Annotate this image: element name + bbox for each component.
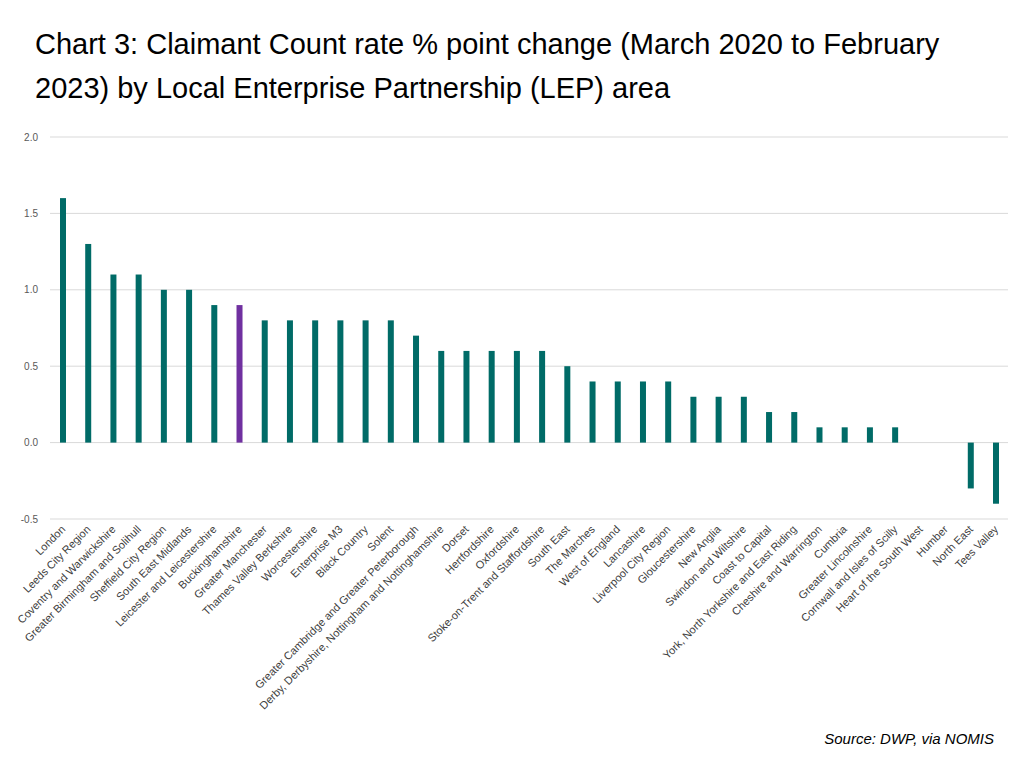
bar: [615, 381, 621, 442]
x-tick-label: Greater Cambridge and Greater Peterborou…: [252, 523, 420, 691]
x-tick-label: Stoke-on-Trent and Staffordshire: [425, 523, 546, 644]
bar: [337, 320, 343, 442]
bar: [665, 381, 671, 442]
bar: [312, 320, 318, 442]
grid-line: [50, 366, 1008, 367]
x-tick-label: Coventry and Warwickshire: [15, 523, 118, 626]
y-tick-label: 1.0: [24, 284, 38, 295]
bar: [388, 320, 394, 442]
bar: [590, 381, 596, 442]
title: Chart 3: Claimant Count rate % point cha…: [35, 22, 995, 110]
bar: [438, 351, 444, 443]
bar: [363, 320, 369, 442]
chart: -0.50.00.51.01.52.0LondonLeeds City Regi…: [0, 0, 1024, 768]
y-tick-label: 1.5: [24, 208, 38, 219]
bar: [237, 305, 243, 443]
bar: [640, 381, 646, 442]
grid-line: [50, 137, 1008, 138]
bar: [690, 397, 696, 443]
grid-line: [50, 289, 1008, 290]
x-tick-label: York, North Yorkshire and East Riding: [660, 523, 798, 661]
x-tick-label: Black Country: [313, 523, 370, 580]
grid-line: [50, 213, 1008, 214]
bar: [917, 442, 923, 443]
bar: [539, 351, 545, 443]
bar: [514, 351, 520, 443]
bars: [60, 198, 999, 504]
bar: [211, 305, 217, 443]
bar: [716, 397, 722, 443]
bar: [110, 275, 116, 443]
bar: [867, 427, 873, 442]
x-tick-label: Tees Valley: [953, 523, 1001, 571]
x-tick-label: Cornwall and Isles of Scilly: [799, 523, 900, 624]
grid-line: [50, 519, 1008, 520]
bar: [287, 320, 293, 442]
bar: [262, 320, 268, 442]
grid-line: [50, 442, 1008, 443]
bar: [186, 290, 192, 443]
bar: [463, 351, 469, 443]
y-tick-label: 2.0: [24, 132, 38, 143]
y-tick-label: 0.0: [24, 437, 38, 448]
bar: [993, 443, 999, 504]
bar: [892, 427, 898, 442]
bar: [943, 442, 949, 443]
x-tick-label: Heart of the South West: [833, 523, 924, 614]
bar: [741, 397, 747, 443]
bar: [564, 366, 570, 442]
bar: [842, 427, 848, 442]
bar: [413, 336, 419, 443]
bar: [161, 290, 167, 443]
y-tick-label: -0.5: [21, 514, 39, 525]
bar: [766, 412, 772, 443]
bar: [816, 427, 822, 442]
bar: [791, 412, 797, 443]
x-tick-label: Derby, Derbyshire, Nottingham and Nottin…: [257, 523, 446, 712]
bar: [968, 443, 974, 489]
y-tick-label: 0.5: [24, 361, 38, 372]
bar: [136, 275, 142, 443]
bar: [85, 244, 91, 443]
bar: [60, 198, 66, 442]
source: Source: DWP, via NOMIS: [824, 730, 994, 747]
bar: [489, 351, 495, 443]
